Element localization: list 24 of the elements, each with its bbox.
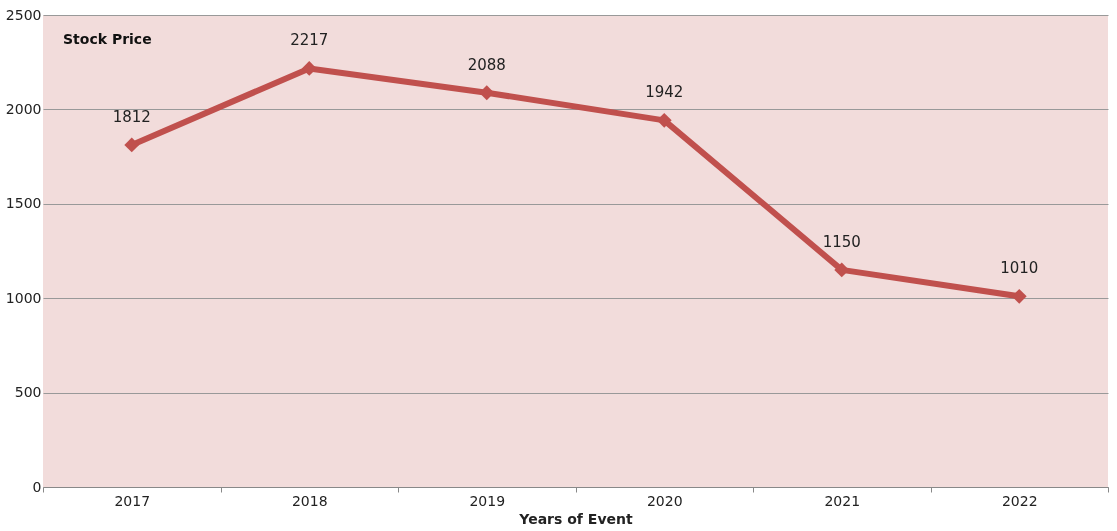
point [301, 61, 317, 76]
y-tick-label: 1000 [5, 289, 42, 306]
point [124, 137, 140, 153]
point [656, 112, 672, 128]
y-tick-label: 0 [32, 478, 42, 495]
data-label: 1942 [645, 83, 684, 102]
x-tick-label: 2018 [291, 492, 328, 509]
data-label: 1150 [822, 232, 861, 251]
y-tick-label: 500 [14, 384, 42, 401]
data-label: 2217 [290, 31, 329, 50]
y-tick-label: 2500 [5, 6, 42, 23]
x-tick-label: 2019 [469, 492, 506, 509]
data-label: 1010 [1000, 259, 1039, 278]
x-tick-label: 2021 [824, 492, 861, 509]
point [479, 85, 495, 101]
x-tick-label: 2020 [646, 492, 683, 509]
y-tick-label: 1500 [5, 195, 42, 212]
y-tick-label: 2000 [5, 100, 42, 117]
x-tick-label: 2022 [1001, 492, 1038, 509]
x-tick-label: 2017 [114, 492, 151, 509]
x-axis-title: Years of Event [518, 510, 633, 527]
data-label: 2088 [467, 55, 506, 74]
data-label: 1812 [112, 107, 151, 126]
text: Stock Price [63, 31, 152, 47]
